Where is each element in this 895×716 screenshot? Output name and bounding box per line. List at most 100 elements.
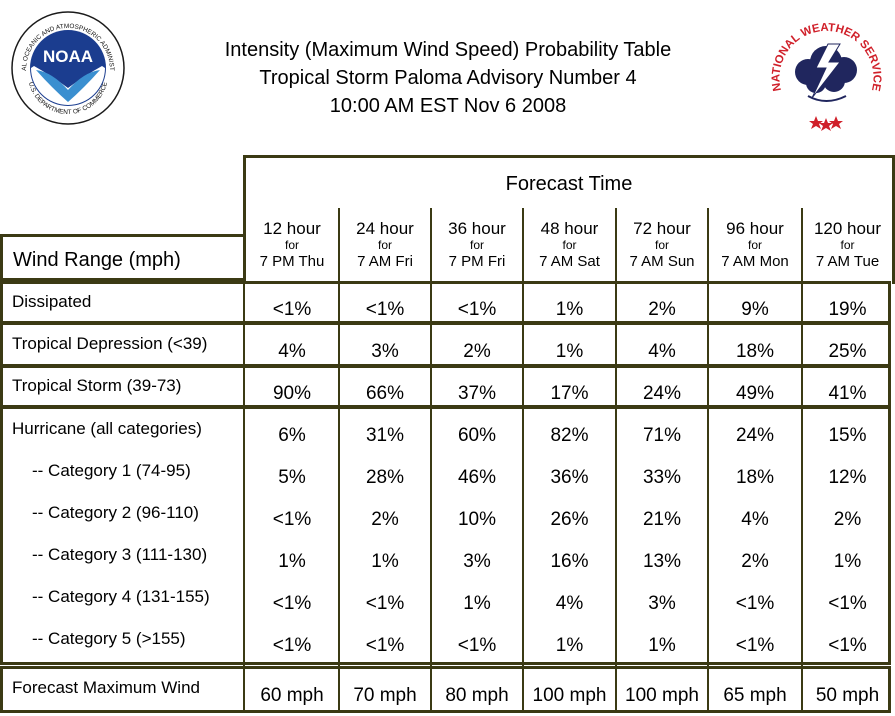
column-header-120h: 120 hour for 7 AM Tue — [813, 219, 882, 270]
table-cell: 2% — [833, 509, 862, 530]
table-cell: <1% — [457, 635, 497, 656]
row-label-hurricane: Hurricane (all categories) — [12, 419, 202, 438]
grid-line — [615, 208, 617, 713]
forecast-time-label: Forecast Time — [505, 173, 633, 195]
table-cell: 31% — [365, 425, 405, 446]
table-cell: <1% — [365, 299, 405, 320]
row-label-category-2: -- Category 2 (96-110) — [32, 503, 199, 522]
column-header-72h: 72 hour for 7 AM Sun — [629, 219, 695, 270]
table-cell: 82% — [550, 425, 589, 446]
table-cell: 3% — [463, 551, 491, 572]
table-cell: 46% — [457, 467, 497, 488]
table-cell: <1% — [272, 635, 312, 656]
table-cell: 70 mph — [353, 685, 417, 706]
column-headers — [243, 205, 895, 284]
table-cell: 80 mph — [445, 685, 509, 706]
row-label-category-4: -- Category 4 (131-155) — [32, 587, 210, 606]
table-cell: 4% — [278, 341, 306, 362]
table-cell: 60 mph — [260, 685, 324, 706]
table-cell: 4% — [555, 593, 584, 614]
grid-line — [243, 205, 245, 713]
table-cell: 13% — [642, 551, 682, 572]
table-cell: 4% — [741, 509, 769, 530]
column-header-96h: 96 hour for 7 AM Mon — [721, 219, 789, 270]
grid-line — [522, 208, 524, 713]
table-cell: 1% — [555, 341, 584, 362]
table-cell: 65 mph — [723, 685, 787, 706]
table-cell: 1% — [371, 551, 399, 572]
table-cell: 25% — [828, 341, 867, 362]
column-header-24h: 24 hour for 7 AM Fri — [356, 219, 414, 270]
table-cell: <1% — [735, 635, 775, 656]
table-cell: 2% — [648, 299, 676, 320]
table-cell: 19% — [828, 299, 867, 320]
table-cell: 60% — [457, 425, 497, 446]
row-label-forecast-maximum-wind: Forecast Maximum Wind — [12, 678, 200, 697]
wind-range-header: Wind Range (mph) — [0, 234, 246, 281]
grid-line — [338, 208, 340, 713]
table-cell: 1% — [648, 635, 676, 656]
table-cell: 17% — [550, 383, 589, 404]
storm-advisory: Tropical Storm Paloma Advisory Number 4 — [259, 67, 637, 89]
row-label-dissipated: Dissipated — [12, 292, 92, 311]
table-cell: <1% — [828, 635, 867, 656]
column-header-48h: 48 hour for 7 AM Sat — [539, 219, 600, 270]
row-label-tropical-storm: Tropical Storm (39-73) — [12, 376, 182, 395]
table-cell: 28% — [365, 467, 405, 488]
table-cell: 21% — [642, 509, 682, 530]
table-cell: 36% — [550, 467, 589, 488]
table-title: Intensity (Maximum Wind Speed) Probabili… — [224, 39, 672, 61]
table-cell: 10% — [457, 509, 497, 530]
table-cell: <1% — [457, 299, 497, 320]
table-cell: 50 mph — [815, 685, 880, 706]
table-cell: 1% — [463, 593, 491, 614]
row-group-forecast-maximum-wind — [0, 666, 891, 713]
forecast-time-header: Forecast Time — [243, 155, 895, 208]
table-cell: 2% — [463, 341, 491, 362]
table-cell: 1% — [555, 635, 584, 656]
table-cell: 100 mph — [532, 685, 607, 706]
wind-range-label: Wind Range (mph) — [13, 249, 181, 271]
noaa-wordmark: NOAA — [43, 47, 93, 66]
table-cell: <1% — [272, 593, 312, 614]
table-cell: 12% — [828, 467, 867, 488]
table-cell: 9% — [741, 299, 769, 320]
table-cell: <1% — [272, 509, 312, 530]
table-cell: 49% — [735, 383, 775, 404]
table-cell: <1% — [365, 593, 405, 614]
table-cell: 41% — [828, 383, 867, 404]
table-cell: 33% — [642, 467, 682, 488]
table-cell: 6% — [278, 425, 306, 446]
table-cell: 2% — [371, 509, 399, 530]
issue-time: 10:00 AM EST Nov 6 2008 — [329, 95, 567, 117]
table-cell: 100 mph — [625, 685, 699, 706]
row-label-category-1: -- Category 1 (74-95) — [32, 461, 191, 480]
table-cell: 26% — [550, 509, 589, 530]
table-cell: 37% — [457, 383, 497, 404]
table-cell: 1% — [833, 551, 862, 572]
grid-line — [707, 208, 709, 713]
row-label-tropical-depression: Tropical Depression (<39) — [12, 334, 208, 353]
column-header-12h: 12 hour for 7 PM Thu — [259, 219, 325, 270]
table-cell: 2% — [741, 551, 769, 572]
grid-line — [801, 208, 803, 713]
table-cell: <1% — [365, 635, 405, 656]
table-cell: 16% — [550, 551, 589, 572]
table-cell: 90% — [272, 383, 312, 404]
row-label-category-5: -- Category 5 (>155) — [32, 629, 186, 648]
table-cell: 71% — [642, 425, 682, 446]
table-cell: 18% — [735, 341, 775, 362]
grid-line — [430, 208, 432, 713]
table-cell: 4% — [648, 341, 676, 362]
table-cell: <1% — [828, 593, 867, 614]
table-cell: 15% — [828, 425, 867, 446]
table-cell: 1% — [278, 551, 306, 572]
page-header: Intensity (Maximum Wind Speed) Probabili… — [160, 36, 736, 120]
row-label-category-3: -- Category 3 (111-130) — [32, 545, 208, 564]
table-cell: 3% — [648, 593, 676, 614]
table-cell: 18% — [735, 467, 775, 488]
row-group-hurricane — [0, 406, 891, 665]
nws-logo: NATIONAL WEATHER SERVICE — [770, 22, 883, 131]
column-header-36h: 36 hour for 7 PM Fri — [448, 219, 506, 270]
table-cell: 1% — [555, 299, 584, 320]
